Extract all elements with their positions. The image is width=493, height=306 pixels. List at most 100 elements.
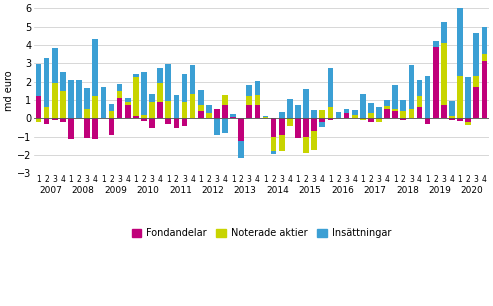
Bar bbox=[482, 62, 487, 118]
Bar bbox=[206, 113, 211, 118]
Bar bbox=[433, 41, 439, 47]
Bar bbox=[327, 107, 333, 118]
Bar bbox=[238, 141, 244, 158]
Bar bbox=[344, 113, 350, 118]
Bar bbox=[368, 113, 374, 118]
Bar bbox=[35, 96, 41, 118]
Bar bbox=[295, 105, 301, 118]
Bar bbox=[93, 39, 98, 96]
Bar bbox=[417, 96, 423, 107]
Bar bbox=[319, 110, 325, 118]
Bar bbox=[279, 118, 284, 135]
Bar bbox=[35, 118, 41, 122]
Bar bbox=[295, 118, 301, 138]
Text: 2011: 2011 bbox=[169, 186, 192, 195]
Bar bbox=[133, 74, 139, 77]
Bar bbox=[465, 77, 471, 118]
Bar bbox=[76, 80, 82, 118]
Bar bbox=[174, 95, 179, 118]
Bar bbox=[149, 102, 155, 118]
Bar bbox=[246, 85, 252, 96]
Bar bbox=[93, 118, 98, 139]
Bar bbox=[198, 106, 204, 111]
Bar bbox=[457, 76, 463, 118]
Bar bbox=[433, 47, 439, 118]
Bar bbox=[465, 122, 471, 125]
Text: 2010: 2010 bbox=[137, 186, 159, 195]
Bar bbox=[449, 118, 455, 120]
Bar bbox=[336, 112, 341, 118]
Bar bbox=[279, 135, 284, 151]
Bar bbox=[84, 88, 90, 109]
Bar bbox=[465, 118, 471, 122]
Bar bbox=[352, 115, 357, 118]
Bar bbox=[473, 76, 479, 87]
Bar bbox=[157, 102, 163, 118]
Bar bbox=[230, 114, 236, 117]
Bar bbox=[68, 118, 74, 139]
Bar bbox=[425, 118, 430, 124]
Bar bbox=[441, 106, 447, 118]
Bar bbox=[425, 76, 430, 118]
Bar bbox=[230, 117, 236, 118]
Bar bbox=[376, 118, 382, 122]
Bar bbox=[417, 80, 423, 96]
Bar bbox=[166, 118, 171, 124]
Bar bbox=[327, 68, 333, 107]
Bar bbox=[409, 109, 414, 118]
Bar bbox=[133, 116, 139, 118]
Bar bbox=[108, 104, 114, 111]
Bar bbox=[327, 118, 333, 120]
Bar bbox=[108, 118, 114, 135]
Bar bbox=[93, 96, 98, 118]
Text: 2018: 2018 bbox=[396, 186, 419, 195]
Text: 2014: 2014 bbox=[266, 186, 289, 195]
Bar bbox=[360, 94, 366, 118]
Bar bbox=[166, 101, 171, 118]
Bar bbox=[254, 95, 260, 105]
Bar bbox=[344, 109, 350, 113]
Bar bbox=[198, 90, 204, 106]
Bar bbox=[482, 54, 487, 62]
Bar bbox=[222, 105, 228, 118]
Bar bbox=[52, 118, 58, 120]
Bar bbox=[206, 106, 211, 113]
Bar bbox=[449, 116, 455, 118]
Bar bbox=[238, 118, 244, 141]
Bar bbox=[287, 99, 293, 118]
Y-axis label: md euro: md euro bbox=[4, 70, 14, 111]
Text: 2020: 2020 bbox=[461, 186, 484, 195]
Bar bbox=[149, 95, 155, 102]
Bar bbox=[44, 118, 49, 124]
Bar bbox=[60, 91, 66, 118]
Bar bbox=[133, 77, 139, 116]
Bar bbox=[174, 118, 179, 128]
Bar bbox=[352, 110, 357, 115]
Bar bbox=[141, 115, 147, 118]
Bar bbox=[271, 151, 277, 154]
Bar bbox=[303, 118, 309, 137]
Bar bbox=[157, 68, 163, 84]
Bar bbox=[400, 118, 406, 120]
Bar bbox=[101, 87, 106, 118]
Bar bbox=[246, 105, 252, 118]
Text: 2017: 2017 bbox=[363, 186, 387, 195]
Bar bbox=[303, 137, 309, 153]
Bar bbox=[190, 65, 195, 95]
Bar bbox=[311, 131, 317, 150]
Text: 2016: 2016 bbox=[331, 186, 354, 195]
Bar bbox=[457, 118, 463, 121]
Bar bbox=[35, 64, 41, 96]
Bar bbox=[44, 58, 49, 107]
Text: 2015: 2015 bbox=[299, 186, 321, 195]
Bar bbox=[125, 98, 131, 102]
Bar bbox=[441, 43, 447, 106]
Bar bbox=[84, 118, 90, 138]
Bar bbox=[222, 95, 228, 105]
Bar bbox=[141, 72, 147, 115]
Bar bbox=[141, 118, 147, 121]
Bar bbox=[117, 91, 122, 98]
Bar bbox=[392, 109, 398, 111]
Bar bbox=[319, 118, 325, 122]
Bar bbox=[441, 22, 447, 43]
